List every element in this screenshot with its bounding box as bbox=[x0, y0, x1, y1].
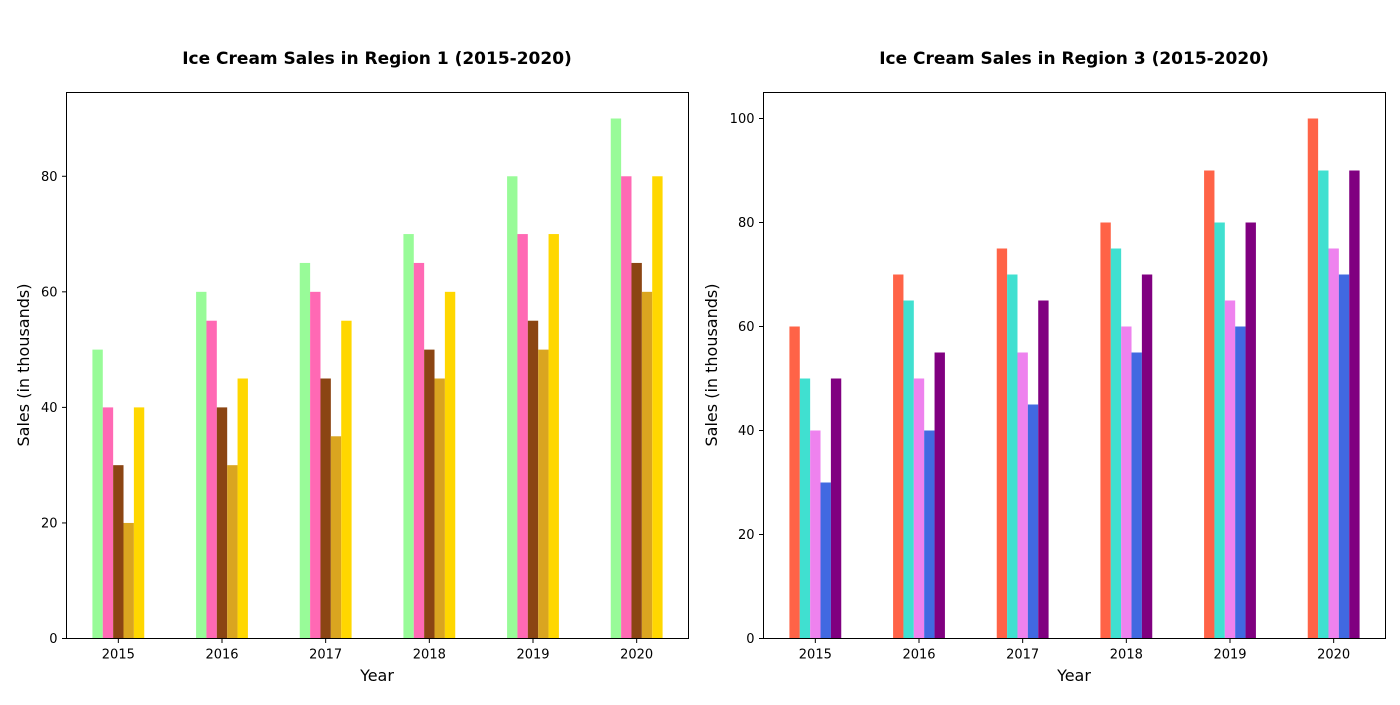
bar-2020-series-3 bbox=[631, 262, 642, 639]
y-tick-label: 40 bbox=[41, 401, 58, 416]
x-axis-label: Year bbox=[1056, 666, 1091, 685]
bar-2020-series-2 bbox=[1318, 170, 1329, 639]
bar-2016-series-5 bbox=[934, 352, 945, 639]
bar-2017-series-2 bbox=[310, 291, 321, 639]
bar-group bbox=[92, 118, 663, 639]
bar-2020-series-4 bbox=[1338, 274, 1350, 639]
bar-2018-series-5 bbox=[1141, 274, 1153, 639]
bar-2018-series-1 bbox=[403, 234, 414, 639]
x-tick-label: 2015 bbox=[102, 648, 135, 663]
bar-2015-series-2 bbox=[102, 407, 114, 639]
x-tick-label: 2020 bbox=[620, 648, 653, 663]
y-axis-label: Sales (in thousands) bbox=[702, 284, 721, 447]
plot-frame bbox=[66, 92, 689, 639]
tick-group: 2015 2016 2017 2018 2019 2020 0 20 40 60 80 100 bbox=[730, 112, 1351, 663]
bar-2015-series-3 bbox=[113, 465, 124, 639]
bar-2015-series-1 bbox=[92, 349, 103, 639]
bar-2018-series-1 bbox=[1100, 222, 1111, 639]
bar-2018-series-3 bbox=[1121, 326, 1132, 639]
bar-2016-series-4 bbox=[924, 430, 935, 639]
bar-2015-series-5 bbox=[830, 378, 842, 639]
bar-2019-series-2 bbox=[1214, 222, 1225, 639]
y-tick-label: 0 bbox=[746, 632, 754, 647]
bar-2020-series-1 bbox=[610, 118, 622, 639]
bar-2015-series-4 bbox=[820, 482, 831, 639]
x-tick-label: 2019 bbox=[516, 648, 549, 663]
bar-2017-series-2 bbox=[1007, 274, 1018, 639]
x-tick-label: 2017 bbox=[309, 648, 342, 663]
x-tick-label: 2018 bbox=[1110, 648, 1143, 663]
bar-2019-series-3 bbox=[1224, 300, 1236, 639]
bar-2017-series-1 bbox=[299, 262, 311, 639]
y-axis-label: Sales (in thousands) bbox=[14, 284, 33, 447]
chart-panel-region-3: Ice Cream Sales in Region 3 (2015-2020) … bbox=[702, 49, 1386, 685]
bar-2020-series-3 bbox=[1328, 248, 1339, 639]
bar-2017-series-3 bbox=[320, 378, 331, 639]
bar-2019-series-3 bbox=[527, 320, 539, 639]
bar-2015-series-2 bbox=[799, 378, 811, 639]
y-tick-label: 20 bbox=[41, 516, 58, 531]
bar-2016-series-1 bbox=[196, 291, 207, 639]
bar-2020-series-4 bbox=[641, 291, 653, 639]
bar-2016-series-2 bbox=[206, 320, 217, 639]
bar-2020-series-5 bbox=[652, 176, 663, 639]
y-tick-label: 0 bbox=[49, 632, 57, 647]
bar-2020-series-2 bbox=[621, 176, 632, 639]
bar-2018-series-4 bbox=[434, 378, 445, 639]
bar-2015-series-4 bbox=[123, 522, 134, 639]
bar-2019-series-2 bbox=[517, 234, 528, 639]
bar-2018-series-5 bbox=[444, 291, 456, 639]
bar-2017-series-5 bbox=[341, 320, 352, 639]
chart-title: Ice Cream Sales in Region 1 (2015-2020) bbox=[182, 49, 572, 69]
x-tick-label: 2016 bbox=[205, 648, 238, 663]
bar-2018-series-2 bbox=[1110, 248, 1122, 639]
bar-2018-series-4 bbox=[1131, 352, 1142, 639]
bar-2016-series-3 bbox=[216, 407, 228, 639]
y-tick-label: 40 bbox=[738, 424, 755, 439]
bar-2017-series-1 bbox=[996, 248, 1008, 639]
y-tick-label: 80 bbox=[41, 170, 58, 185]
plot-frame bbox=[763, 92, 1386, 639]
bar-2019-series-5 bbox=[548, 234, 559, 639]
bar-2015-series-3 bbox=[810, 430, 821, 639]
bar-2019-series-1 bbox=[507, 176, 518, 639]
chart-title: Ice Cream Sales in Region 3 (2015-2020) bbox=[879, 49, 1269, 69]
bar-2018-series-2 bbox=[413, 262, 425, 639]
bar-group bbox=[789, 118, 1360, 639]
y-tick-label: 20 bbox=[738, 528, 755, 543]
tick-group: 2015 2016 2017 2018 2019 2020 0 20 40 60 80 bbox=[41, 170, 653, 663]
bar-2016-series-2 bbox=[903, 300, 914, 639]
bar-2016-series-4 bbox=[227, 465, 238, 639]
x-tick-label: 2018 bbox=[413, 648, 446, 663]
bar-2017-series-5 bbox=[1038, 300, 1049, 639]
bar-2018-series-3 bbox=[424, 349, 435, 639]
x-tick-label: 2016 bbox=[902, 648, 935, 663]
bar-2016-series-3 bbox=[913, 378, 925, 639]
bar-2017-series-4 bbox=[1027, 404, 1039, 639]
bar-2017-series-3 bbox=[1017, 352, 1028, 639]
x-axis-label: Year bbox=[359, 666, 394, 685]
bar-2016-series-5 bbox=[237, 378, 248, 639]
bar-2015-series-1 bbox=[789, 326, 800, 639]
bar-2020-series-1 bbox=[1307, 118, 1319, 639]
bar-2019-series-1 bbox=[1204, 170, 1215, 639]
y-tick-label: 80 bbox=[738, 216, 755, 231]
bar-2019-series-4 bbox=[538, 349, 549, 639]
x-tick-label: 2020 bbox=[1317, 648, 1350, 663]
y-tick-label: 60 bbox=[41, 285, 58, 300]
y-tick-label: 60 bbox=[738, 320, 755, 335]
x-tick-label: 2015 bbox=[799, 648, 832, 663]
bar-2016-series-1 bbox=[893, 274, 904, 639]
x-tick-label: 2017 bbox=[1006, 648, 1039, 663]
bar-2020-series-5 bbox=[1349, 170, 1360, 639]
bar-2019-series-5 bbox=[1245, 222, 1256, 639]
bar-2015-series-5 bbox=[133, 407, 145, 639]
bar-2019-series-4 bbox=[1235, 326, 1246, 639]
y-tick-label: 100 bbox=[730, 112, 755, 127]
chart-panel-region-1: Ice Cream Sales in Region 1 (2015-2020) … bbox=[14, 49, 689, 685]
bar-2017-series-4 bbox=[330, 436, 342, 639]
x-tick-label: 2019 bbox=[1213, 648, 1246, 663]
